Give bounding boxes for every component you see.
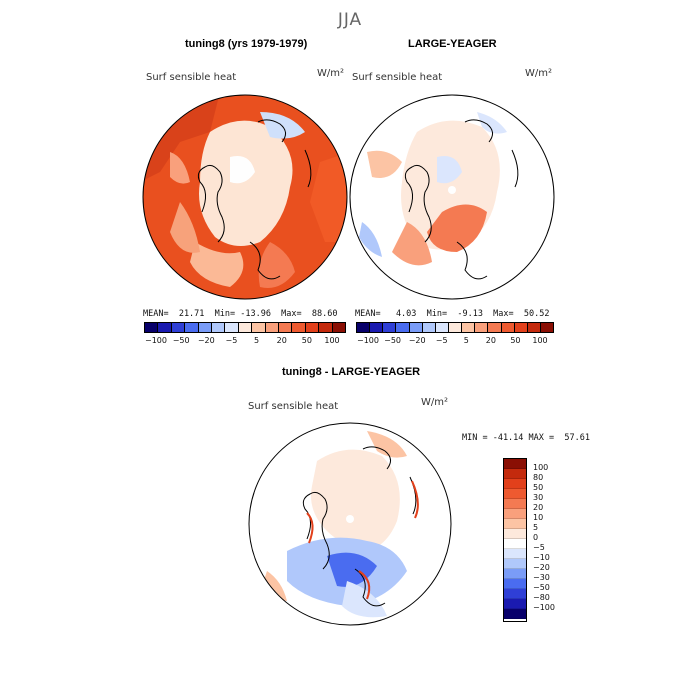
colorbar-swatch: [305, 323, 320, 332]
colorbar-tick-label: −50: [384, 336, 402, 345]
colorbar-swatch: [198, 323, 213, 332]
colorbar-swatch: [448, 323, 463, 332]
colorbar-tick-label: −80: [533, 593, 550, 602]
right-colorbar: [356, 322, 554, 333]
colorbar-swatch: [225, 323, 239, 332]
colorbar-tick-label: −5: [533, 543, 545, 552]
colorbar-tick-label: 10: [533, 513, 544, 522]
colorbar-tick-label: −20: [533, 563, 550, 572]
colorbar-swatch: [279, 323, 293, 332]
colorbar-swatch: [370, 323, 384, 332]
left-field-label: Surf sensible heat: [146, 72, 237, 83]
left-units: W/m²: [317, 68, 345, 79]
colorbar-swatch: [540, 323, 554, 332]
colorbar-tick-label: −100: [145, 336, 167, 345]
colorbar-swatch: [383, 323, 397, 332]
colorbar-tick-label: 20: [485, 336, 496, 345]
colorbar-swatch: [422, 323, 436, 332]
colorbar-swatch: [265, 323, 280, 332]
colorbar-tick-label: −50: [533, 583, 550, 592]
colorbar-swatch: [514, 323, 528, 332]
diff-colorbar-labels: 100 80 50 30 20 10 5 0 −5 −10 −20 −30 −50 −80 −100: [533, 458, 573, 628]
colorbar-swatch: [504, 539, 526, 549]
colorbar-swatch: [504, 599, 526, 609]
colorbar-swatch: [488, 323, 502, 332]
colorbar-swatch: [396, 323, 410, 332]
colorbar-tick-label: 100: [533, 463, 549, 472]
colorbar-tick-label: −20: [408, 336, 426, 345]
colorbar-swatch: [171, 323, 186, 332]
colorbar-swatch: [212, 323, 226, 332]
colorbar-tick-label: −5: [435, 336, 448, 345]
colorbar-swatch: [238, 323, 253, 332]
diff-field-label: Surf sensible heat: [248, 401, 339, 412]
colorbar-tick-label: 30: [533, 493, 544, 502]
colorbar-swatch: [475, 323, 489, 332]
colorbar-swatch: [504, 489, 526, 499]
colorbar-tick-label: −50: [172, 336, 190, 345]
colorbar-swatch: [504, 579, 526, 589]
colorbar-swatch: [504, 509, 526, 519]
colorbar-swatch: [409, 323, 423, 332]
right-colorbar-labels: −100 −50 −20 −5 5 20 50 100: [356, 336, 552, 348]
colorbar-tick-label: −10: [533, 553, 550, 562]
diff-units: W/m²: [421, 397, 449, 408]
colorbar-swatch: [504, 609, 526, 619]
colorbar-swatch: [158, 323, 172, 332]
diff-panel-title: tuning8 - LARGE-YEAGER: [282, 366, 421, 378]
colorbar-tick-label: 5: [463, 336, 469, 345]
colorbar-tick-label: −20: [197, 336, 215, 345]
colorbar-tick-label: 0: [533, 533, 539, 542]
colorbar-swatch: [504, 479, 526, 489]
diff-map: [248, 422, 452, 626]
left-stats: MEAN= 21.71 Min= -13.96 Max= 88.60: [143, 309, 338, 319]
colorbar-swatch: [319, 323, 333, 332]
colorbar-swatch: [504, 529, 526, 539]
colorbar-tick-label: −30: [533, 573, 550, 582]
colorbar-tick-label: 5: [533, 523, 539, 532]
colorbar-tick-label: 80: [533, 473, 544, 482]
colorbar-swatch: [145, 323, 159, 332]
colorbar-swatch: [292, 323, 306, 332]
colorbar-swatch: [504, 549, 526, 559]
colorbar-swatch: [185, 323, 199, 332]
right-stats: MEAN= 4.03 Min= -9.13 Max= 50.52: [355, 309, 550, 319]
colorbar-swatch: [332, 323, 346, 332]
left-panel-title: tuning8 (yrs 1979-1979): [185, 38, 308, 50]
colorbar-swatch: [252, 323, 266, 332]
colorbar-swatch: [504, 519, 526, 529]
colorbar-swatch: [504, 459, 526, 469]
right-panel-title: LARGE-YEAGER: [408, 38, 497, 50]
colorbar-swatch: [504, 499, 526, 509]
colorbar-swatch: [435, 323, 449, 332]
colorbar-swatch: [527, 323, 541, 332]
colorbar-tick-label: −100: [357, 336, 379, 345]
colorbar-tick-label: 100: [532, 336, 548, 345]
diff-stats: MIN = -41.14 MAX = 57.61: [462, 433, 590, 443]
colorbar-tick-label: 50: [510, 336, 521, 345]
colorbar-tick-label: 100: [324, 336, 340, 345]
left-colorbar: [144, 322, 346, 333]
colorbar-swatch: [504, 569, 526, 579]
right-map: [349, 94, 555, 300]
colorbar-tick-label: 50: [533, 483, 544, 492]
right-units: W/m²: [525, 68, 553, 79]
main-title: JJA: [337, 10, 363, 30]
colorbar-swatch: [501, 323, 515, 332]
colorbar-swatch: [462, 323, 476, 332]
colorbar-tick-label: −100: [533, 603, 555, 612]
colorbar-tick-label: 20: [533, 503, 544, 512]
colorbar-tick-label: 20: [276, 336, 287, 345]
diff-colorbar: [503, 458, 527, 622]
right-field-label: Surf sensible heat: [352, 72, 443, 83]
colorbar-tick-label: 50: [301, 336, 312, 345]
colorbar-swatch: [504, 559, 526, 569]
colorbar-swatch: [504, 469, 526, 479]
colorbar-tick-label: 5: [254, 336, 260, 345]
left-colorbar-labels: −100 −50 −20 −5 5 20 50 100: [144, 336, 344, 348]
left-map: [142, 94, 348, 300]
colorbar-swatch: [357, 323, 371, 332]
colorbar-tick-label: −5: [225, 336, 238, 345]
colorbar-swatch: [504, 589, 526, 599]
